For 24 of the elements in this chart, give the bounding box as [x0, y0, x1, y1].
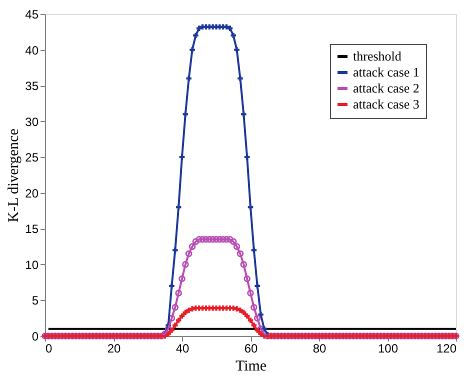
y-tick-label: 35 — [25, 79, 39, 94]
y-tick-label: 20 — [25, 186, 39, 200]
legend-label: attack case 1 — [353, 64, 420, 80]
y-tick-label: 30 — [25, 114, 39, 129]
x-tick-label: 40 — [176, 342, 190, 356]
legend-label: attack case 2 — [353, 80, 420, 96]
x-tick-label: 100 — [378, 342, 398, 356]
y-tick-label: 10 — [25, 258, 39, 272]
y-tick-label: 25 — [25, 150, 39, 165]
x-tick-label: 20 — [107, 342, 121, 356]
x-tick-label: 0 — [46, 342, 52, 356]
x-tick-label: 60 — [244, 342, 258, 356]
x-tick-label: 120 — [436, 342, 457, 356]
y-tick-label: 40 — [25, 43, 39, 58]
y-tick-label: 45 — [25, 8, 39, 22]
legend-label: attack case 3 — [353, 96, 420, 112]
y-tick-label: 15 — [25, 222, 39, 236]
y-tick-label: 5 — [32, 294, 39, 308]
x-axis-title: Time — [235, 358, 267, 374]
y-tick-label: 0 — [32, 330, 39, 344]
line-series — [162, 24, 270, 338]
legend-label: threshold — [353, 48, 402, 64]
y-axis-title: K-L divergence — [6, 128, 22, 222]
x-tick-label: 80 — [312, 342, 326, 356]
